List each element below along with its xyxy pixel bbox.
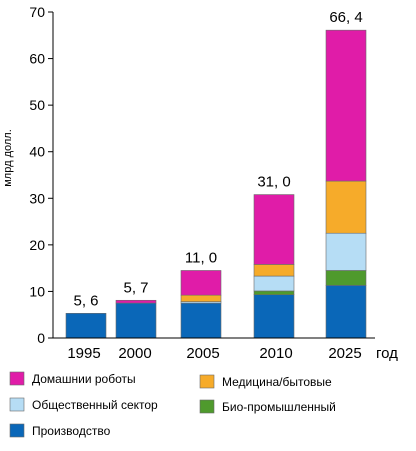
bar-total-label: 11, 0	[185, 249, 217, 266]
bar-total-label: 5, 6	[73, 292, 98, 309]
axes: 0 10 20 30 40 50 60 70 млрд долл.	[2, 4, 375, 346]
x-tick-label: 2005	[186, 345, 219, 362]
bar-segment	[253, 294, 295, 339]
legend-swatch	[199, 374, 215, 389]
bar-segment	[325, 270, 367, 286]
legend-label: Био-промышленный	[222, 400, 336, 414]
y-tick-label: 50	[29, 97, 45, 113]
legend-label: Медицина/бытовые	[222, 375, 332, 389]
bar-segment	[115, 299, 157, 304]
bar-segment	[325, 180, 367, 234]
bars	[65, 29, 367, 339]
bar-segment	[325, 29, 367, 182]
bar-segment	[253, 194, 295, 265]
bar-total-label: 31, 0	[257, 174, 290, 191]
bar-segment	[253, 290, 295, 295]
bar-segment	[180, 302, 222, 339]
y-tick-label: 30	[29, 190, 45, 206]
legend-swatch	[9, 423, 25, 438]
labels: 5, 6 1995 5, 7 2000 11, 0 2005 31, 0 2010 66, 4 2…	[67, 9, 398, 362]
y-tick-label: 0	[37, 330, 45, 346]
x-tick-label: 2025	[328, 345, 361, 362]
legend-swatch	[9, 371, 25, 386]
bar-segment	[65, 313, 107, 339]
y-tick-label: 40	[29, 144, 45, 160]
bar-segment	[180, 294, 222, 302]
x-tick-label: 2000	[118, 345, 151, 362]
bar-segment	[325, 285, 367, 339]
y-tick-label: 60	[29, 51, 45, 67]
bar-segment	[180, 270, 222, 296]
y-tick-label: 70	[29, 4, 45, 20]
legend-swatch	[9, 397, 25, 412]
bar-total-label: 66, 4	[329, 9, 362, 26]
legend-label: Общественный сектор	[32, 398, 158, 412]
y-axis-label: млрд долл.	[2, 129, 14, 187]
bar-total-label: 5, 7	[123, 279, 148, 296]
legend-swatch	[199, 399, 215, 414]
y-tick-label: 20	[29, 237, 45, 253]
bar-segment	[253, 264, 295, 277]
legend-label: Производство	[32, 424, 111, 438]
x-tick-label: 2010	[259, 345, 292, 362]
legend-label: Домашнии роботы	[32, 372, 136, 386]
legend: Домашнии роботы Медицина/бытовые Обществен…	[9, 371, 336, 438]
x-tick-label: 1995	[67, 345, 100, 362]
x-axis-label: год	[376, 345, 398, 362]
y-tick-label: 10	[29, 283, 45, 299]
bar-segment	[325, 232, 367, 271]
bar-segment	[115, 302, 157, 339]
bar-segment	[253, 275, 295, 292]
